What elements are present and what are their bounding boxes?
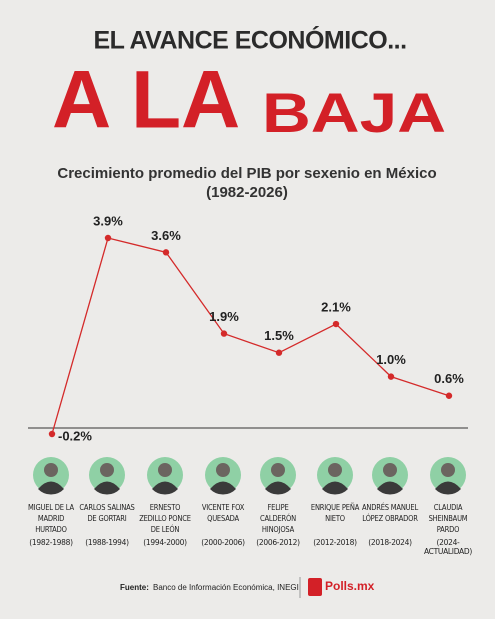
value-label: -0.2% — [58, 428, 92, 443]
brand: Polls.mx — [325, 579, 375, 593]
point — [48, 430, 56, 438]
portrait-head — [100, 463, 114, 477]
value-label: 3.9% — [93, 213, 123, 228]
value-label: 0.6% — [434, 371, 464, 386]
point — [387, 373, 395, 380]
brand-icon — [308, 578, 322, 596]
source: Banco de Información Económica, INEGI — [153, 583, 299, 592]
headline: A LA — [52, 55, 240, 146]
line — [51, 237, 450, 435]
point — [220, 330, 228, 337]
portrait-head — [158, 463, 172, 477]
portrait-head — [44, 463, 58, 477]
value-label: 2.1% — [321, 299, 351, 314]
point — [445, 392, 453, 399]
point — [275, 349, 283, 356]
period: (2000-2006) — [201, 538, 245, 547]
portrait-body — [377, 481, 403, 495]
period: (1982-1988) — [29, 538, 73, 547]
portrait-body — [435, 481, 461, 495]
president-name: FELIPE CALDERÓN HINOJOSA — [260, 503, 296, 534]
portrait-head — [328, 463, 342, 477]
portrait-head — [441, 463, 455, 477]
president-name: ANDRÉS MANUEL LÓPEZ OBRADOR — [361, 503, 419, 523]
chart-subtitle: (1982-2026) — [206, 184, 288, 201]
value-label: 1.9% — [209, 309, 239, 324]
president-name: CLAUDIA SHEINBAUM PARDO — [428, 503, 468, 534]
president-name: CARLOS SALINAS DE GORTARI — [79, 503, 135, 523]
kicker: EL AVANCE ECONÓMICO... — [93, 25, 406, 55]
portrait-head — [383, 463, 397, 477]
period: (2006-2012) — [256, 538, 300, 547]
period: (1994-2000) — [143, 538, 187, 547]
period: (2018-2024) — [368, 538, 412, 547]
period: (2024-ACTUALIDAD) — [423, 538, 472, 556]
chart-title: Crecimiento promedio del PIB por sexenio… — [57, 165, 436, 182]
portrait-head — [271, 463, 285, 477]
value-label: 1.0% — [376, 352, 406, 367]
president-name: MIGUEL DE LA MADRID HURTADO — [28, 503, 74, 534]
point — [104, 234, 112, 242]
president-name: ERNESTO ZEDILLO PONCE DE LEÓN — [139, 503, 191, 534]
value-label: 3.6% — [151, 228, 181, 243]
period: (2012-2018) — [313, 538, 357, 547]
point — [162, 249, 170, 256]
portrait-body — [265, 481, 291, 495]
portrait-body — [152, 481, 178, 495]
portrait-body — [322, 481, 348, 495]
headline-2: BAJA — [262, 81, 446, 144]
portrait-body — [94, 481, 120, 495]
portrait-body — [210, 481, 236, 495]
value-label: 1.5% — [264, 328, 294, 343]
president-name: ENRIQUE PEÑA NIETO — [310, 503, 360, 523]
portrait-head — [216, 463, 230, 477]
president-name: VICENTE FOX QUESADA — [201, 503, 245, 523]
point — [332, 320, 340, 328]
source-label: Fuente: — [120, 583, 149, 592]
portrait-body — [38, 481, 64, 495]
period: (1988-1994) — [85, 538, 129, 547]
